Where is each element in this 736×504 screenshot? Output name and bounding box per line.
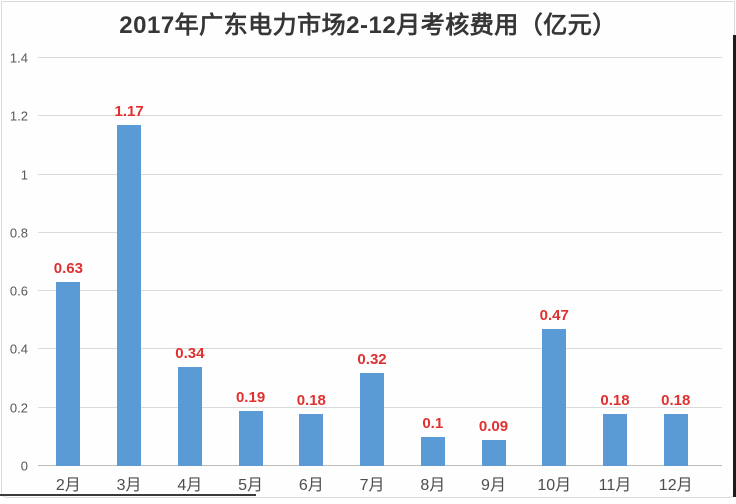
bar-5月 xyxy=(238,410,263,466)
x-tick-label-11月: 11月 xyxy=(598,477,632,494)
bar-value-label: 1.17 xyxy=(114,103,144,121)
bar-8月 xyxy=(420,436,445,466)
bar-6月 xyxy=(299,413,324,466)
bar-value-label: 0.63 xyxy=(53,260,83,278)
x-tick-label-10月: 10月 xyxy=(537,477,572,494)
y-axis: 0 0.2 0.4 0.6 0.8 1 1.2 1.4 xyxy=(0,51,32,474)
y-tick-label: 0.6 xyxy=(9,283,28,299)
x-tick-label-2月: 2月 xyxy=(55,477,81,494)
bar-slot-10月: 0.47 xyxy=(524,58,585,466)
bar-7月 xyxy=(360,372,385,466)
bar-11月 xyxy=(602,413,627,466)
x-tick-label-12月: 12月 xyxy=(658,477,693,494)
y-tick-label: 0.8 xyxy=(9,225,28,241)
x-tick-label-9月: 9月 xyxy=(481,477,506,494)
x-tick-label-5月: 5月 xyxy=(238,477,264,494)
bar-slot-3月: 1.17 xyxy=(99,58,160,466)
bar-slot-11月: 0.18 xyxy=(585,58,646,466)
x-axis: 2月 3月 4月 5月 6月 7月 8月 9月 10月 11月 12月 xyxy=(38,471,706,494)
x-tick-label-8月: 8月 xyxy=(420,477,446,494)
gridline-1 xyxy=(38,173,722,175)
y-tick-label: 0.2 xyxy=(9,400,28,416)
gridline-0.8 xyxy=(38,231,722,233)
bar-value-label: 0.19 xyxy=(235,388,266,406)
x-tick-label-7月: 7月 xyxy=(359,477,385,494)
x-tick-label-6月: 6月 xyxy=(298,477,324,494)
gridline-0.6 xyxy=(38,290,722,292)
bar-slot-8月: 0.1 xyxy=(402,58,463,466)
bar-slot-6月: 0.18 xyxy=(281,58,342,466)
screenshot-bottom-edge-line xyxy=(0,494,256,496)
chart-title: 2017年广东电力市场2-12月考核费用（亿元） xyxy=(119,12,617,39)
y-tick-label: 1 xyxy=(20,167,28,183)
bars-container: 0.63 1.17 0.34 0.19 0.18 0.32 0.1 0.09 0.47 0.18 0… xyxy=(38,58,706,466)
y-tick-label: 1.2 xyxy=(9,108,28,124)
gridline-1.4 xyxy=(38,57,722,58)
screenshot-right-edge-line xyxy=(733,35,736,497)
bar-9月 xyxy=(481,439,506,466)
bar-value-label: 0.47 xyxy=(539,307,569,325)
bar-4月 xyxy=(177,366,202,466)
bar-value-label: 0.18 xyxy=(600,391,630,409)
gridline-0.4 xyxy=(38,348,722,350)
bar-2月 xyxy=(56,282,81,466)
bar-slot-4月: 0.34 xyxy=(159,58,220,466)
x-tick-label-3月: 3月 xyxy=(116,477,142,494)
bar-value-label: 0.1 xyxy=(422,414,444,432)
bar-slot-9月: 0.09 xyxy=(463,58,524,466)
bar-slot-7月: 0.32 xyxy=(342,58,403,466)
bar-value-label: 0.34 xyxy=(175,344,205,362)
bar-value-label: 0.18 xyxy=(296,391,326,409)
bar-slot-5月: 0.19 xyxy=(220,58,281,466)
bar-slot-2月: 0.63 xyxy=(38,58,99,466)
y-tick-label: 0.4 xyxy=(9,341,28,357)
bar-value-label: 0.09 xyxy=(478,417,509,435)
bar-10月 xyxy=(542,329,567,466)
bar-slot-12月: 0.18 xyxy=(645,58,706,466)
bar-value-label: 0.32 xyxy=(357,350,387,368)
bar-3月 xyxy=(117,125,142,466)
gridline-1.2 xyxy=(38,115,722,117)
x-tick-label-4月: 4月 xyxy=(177,477,203,494)
y-tick-label: 0 xyxy=(20,458,28,474)
bar-12月 xyxy=(663,413,688,466)
y-tick-label: 1.4 xyxy=(9,50,28,66)
bar-value-label: 0.18 xyxy=(661,391,691,409)
